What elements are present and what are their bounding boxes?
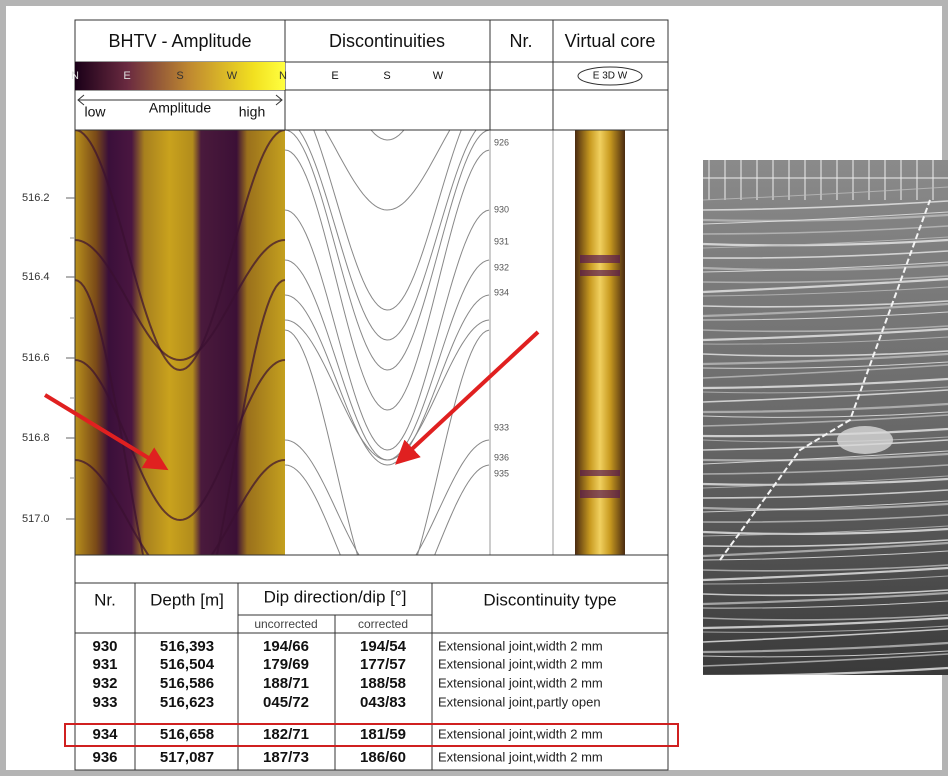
- label: W: [433, 70, 444, 82]
- label: S: [176, 70, 183, 82]
- label: 186/60: [360, 749, 406, 766]
- label: 517,087: [160, 749, 214, 766]
- label: 931: [92, 656, 117, 673]
- label: 516.8: [22, 432, 50, 444]
- label: corrected: [358, 617, 408, 631]
- core-trace: [580, 255, 620, 263]
- label: Extensional joint,partly open: [438, 694, 601, 709]
- label: Nr.: [509, 31, 532, 51]
- label: 194/54: [360, 638, 407, 655]
- label: 932: [92, 675, 117, 692]
- label: 517.0: [22, 513, 50, 525]
- label: 516.4: [22, 271, 50, 283]
- label: 177/57: [360, 656, 406, 673]
- label: 936: [494, 452, 509, 462]
- figure: BHTV - Amplitude Discontinuities Nr. Virtua…: [0, 0, 948, 776]
- label: high: [239, 104, 265, 120]
- label: Extensional joint,width 2 mm: [438, 675, 603, 690]
- label: 933: [92, 694, 117, 711]
- nodule: [837, 426, 893, 454]
- label: 194/66: [263, 638, 309, 655]
- label: 187/73: [263, 749, 309, 766]
- label: 181/59: [360, 726, 406, 743]
- label: 936: [92, 749, 117, 766]
- label: S: [383, 70, 390, 82]
- label: N: [279, 70, 287, 82]
- label: Amplitude: [149, 100, 211, 116]
- label: Discontinuities: [329, 31, 445, 51]
- label: 934: [92, 726, 118, 743]
- label: 930: [92, 638, 117, 655]
- label: 932: [494, 262, 509, 272]
- label: N: [71, 70, 79, 82]
- label: Discontinuity type: [483, 590, 616, 609]
- label: 188/58: [360, 675, 406, 692]
- rock-left: [693, 160, 703, 675]
- label: Depth [m]: [150, 590, 224, 609]
- label: E: [123, 70, 130, 82]
- label: 931: [494, 236, 509, 246]
- label: W: [227, 70, 238, 82]
- core-trace: [580, 490, 620, 498]
- label: 516,504: [160, 656, 215, 673]
- label: 043/83: [360, 694, 406, 711]
- label: 516.6: [22, 352, 50, 364]
- core-trace: [580, 270, 620, 276]
- label: 926: [494, 137, 509, 147]
- label: 935: [494, 468, 509, 478]
- label: 188/71: [263, 675, 309, 692]
- label: BHTV - Amplitude: [108, 31, 251, 51]
- label: E: [331, 70, 338, 82]
- label: 516,393: [160, 638, 214, 655]
- amplitude-image: [75, 130, 285, 555]
- label: Extensional joint,width 2 mm: [438, 638, 603, 653]
- label: Nr.: [94, 590, 116, 609]
- label: 934: [494, 287, 509, 297]
- label: 516,658: [160, 726, 214, 743]
- label: uncorrected: [254, 617, 317, 631]
- label: Extensional joint,width 2 mm: [438, 726, 603, 741]
- label: Dip direction/dip [°]: [264, 587, 407, 606]
- label: low: [84, 104, 106, 120]
- label: Virtual core: [565, 31, 656, 51]
- rock-photo: [693, 160, 948, 676]
- label: 516,623: [160, 694, 214, 711]
- core-trace: [580, 470, 620, 476]
- blank-row: [75, 555, 668, 583]
- label: 930: [494, 204, 509, 214]
- label: 516,586: [160, 675, 214, 692]
- label: 045/72: [263, 694, 309, 711]
- label: E 3D W: [593, 71, 628, 82]
- label: 182/71: [263, 726, 309, 743]
- label: 933: [494, 422, 509, 432]
- page: {"log_header": {"columns": ["BHTV - Ampl…: [0, 0, 948, 776]
- label: Extensional joint,width 2 mm: [438, 656, 603, 671]
- label: Extensional joint,width 2 mm: [438, 749, 603, 764]
- label: 516.2: [22, 192, 50, 204]
- label: 179/69: [263, 656, 309, 673]
